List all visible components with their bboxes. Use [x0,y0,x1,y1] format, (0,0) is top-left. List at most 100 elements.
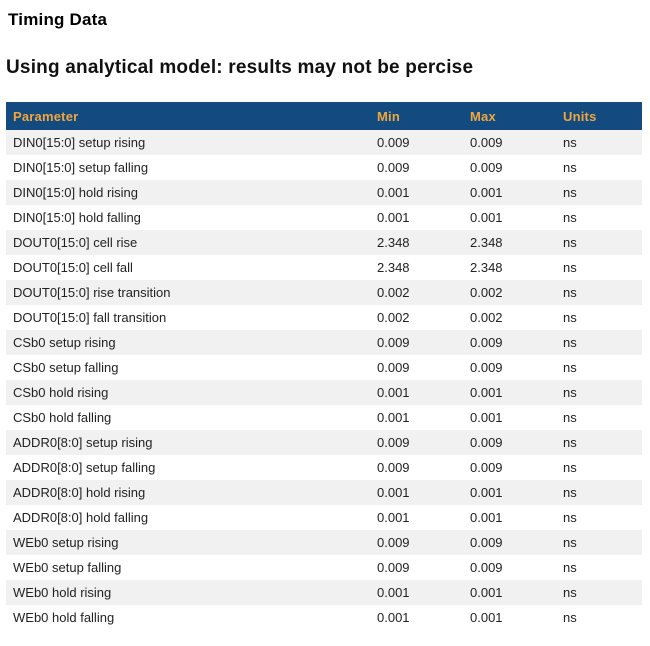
table-row: WEb0 hold rising 0.001 0.001 ns [6,580,642,605]
cell-max: 0.001 [470,385,503,400]
cell-max: 0.002 [470,310,503,325]
cell-max: 0.009 [470,435,503,450]
cell-units: ns [563,560,577,575]
cell-units: ns [563,385,577,400]
table-row: DOUT0[15:0] cell fall 2.348 2.348 ns [6,255,642,280]
table-row: DIN0[15:0] setup falling 0.009 0.009 ns [6,155,642,180]
cell-units: ns [563,160,577,175]
cell-parameter: DIN0[15:0] hold falling [13,210,141,225]
cell-units: ns [563,135,577,150]
column-header-max: Max [463,102,556,130]
cell-units: ns [563,260,577,275]
cell-parameter: CSb0 setup falling [13,360,119,375]
cell-units: ns [563,610,577,625]
cell-max: 0.001 [470,210,503,225]
cell-parameter: WEb0 hold falling [13,610,115,625]
timing-table-head: Parameter Min Max Units [6,102,642,130]
table-row: DIN0[15:0] setup rising 0.009 0.009 ns [6,130,642,155]
page-subtitle: Using analytical model: results may not … [6,57,474,78]
page-title: Timing Data [8,10,108,29]
table-row: DOUT0[15:0] cell rise 2.348 2.348 ns [6,230,642,255]
cell-min: 0.009 [377,560,410,575]
cell-units: ns [563,435,577,450]
cell-min: 0.009 [377,160,410,175]
cell-min: 0.001 [377,510,410,525]
cell-max: 0.009 [470,135,503,150]
cell-parameter: DIN0[15:0] setup falling [13,160,149,175]
cell-units: ns [563,235,577,250]
cell-units: ns [563,585,577,600]
cell-min: 0.001 [377,210,410,225]
cell-max: 2.348 [470,260,503,275]
cell-min: 0.009 [377,135,410,150]
cell-max: 0.009 [470,160,503,175]
cell-parameter: DOUT0[15:0] fall transition [13,310,167,325]
cell-max: 0.001 [470,510,503,525]
cell-min: 0.001 [377,385,410,400]
cell-max: 0.009 [470,560,503,575]
table-row: CSb0 setup falling 0.009 0.009 ns [6,355,642,380]
table-row: DIN0[15:0] hold rising 0.001 0.001 ns [6,180,642,205]
table-row: ADDR0[8:0] hold falling 0.001 0.001 ns [6,505,642,530]
cell-parameter: WEb0 setup rising [13,535,119,550]
cell-parameter: ADDR0[8:0] hold rising [13,485,146,500]
cell-min: 0.001 [377,585,410,600]
table-row: CSb0 hold rising 0.001 0.001 ns [6,380,642,405]
cell-max: 0.001 [470,610,503,625]
cell-units: ns [563,460,577,475]
cell-parameter: ADDR0[8:0] setup rising [13,435,153,450]
cell-units: ns [563,185,577,200]
cell-units: ns [563,360,577,375]
cell-min: 0.009 [377,460,410,475]
cell-min: 2.348 [377,235,410,250]
table-header-row: Parameter Min Max Units [6,102,642,130]
cell-parameter: WEb0 setup falling [13,560,122,575]
table-row: CSb0 setup rising 0.009 0.009 ns [6,330,642,355]
cell-min: 0.009 [377,535,410,550]
column-header-units: Units [556,102,642,130]
cell-max: 0.001 [470,485,503,500]
table-row: CSb0 hold falling 0.001 0.001 ns [6,405,642,430]
cell-min: 0.001 [377,485,410,500]
cell-units: ns [563,310,577,325]
cell-units: ns [563,410,577,425]
cell-max: 0.009 [470,335,503,350]
cell-max: 0.001 [470,585,503,600]
cell-min: 0.009 [377,435,410,450]
cell-min: 0.009 [377,335,410,350]
table-row: ADDR0[8:0] setup rising 0.009 0.009 ns [6,430,642,455]
cell-units: ns [563,510,577,525]
cell-min: 0.001 [377,185,410,200]
cell-min: 0.009 [377,360,410,375]
cell-parameter: CSb0 setup rising [13,335,116,350]
cell-min: 0.002 [377,285,410,300]
cell-parameter: WEb0 hold rising [13,585,112,600]
table-row: DOUT0[15:0] rise transition 0.002 0.002 ns [6,280,642,305]
cell-max: 0.009 [470,360,503,375]
table-row: DIN0[15:0] hold falling 0.001 0.001 ns [6,205,642,230]
cell-units: ns [563,335,577,350]
cell-parameter: DOUT0[15:0] cell fall [13,260,133,275]
table-row: ADDR0[8:0] setup falling 0.009 0.009 ns [6,455,642,480]
cell-min: 0.002 [377,310,410,325]
cell-parameter: ADDR0[8:0] hold falling [13,510,149,525]
cell-parameter: CSb0 hold rising [13,385,109,400]
cell-parameter: DOUT0[15:0] rise transition [13,285,171,300]
table-row: WEb0 setup falling 0.009 0.009 ns [6,555,642,580]
cell-parameter: DOUT0[15:0] cell rise [13,235,138,250]
cell-min: 0.001 [377,410,410,425]
cell-parameter: DIN0[15:0] setup rising [13,135,146,150]
cell-parameter: DIN0[15:0] hold rising [13,185,139,200]
cell-max: 0.009 [470,460,503,475]
cell-parameter: CSb0 hold falling [13,410,112,425]
cell-units: ns [563,535,577,550]
cell-max: 0.001 [470,410,503,425]
table-row: WEb0 hold falling 0.001 0.001 ns [6,605,642,630]
timing-table-body: DIN0[15:0] setup rising 0.009 0.009 ns DIN0[… [6,130,642,630]
cell-units: ns [563,210,577,225]
cell-units: ns [563,485,577,500]
table-row: DOUT0[15:0] fall transition 0.002 0.002 ns [6,305,642,330]
cell-units: ns [563,285,577,300]
cell-min: 2.348 [377,260,410,275]
